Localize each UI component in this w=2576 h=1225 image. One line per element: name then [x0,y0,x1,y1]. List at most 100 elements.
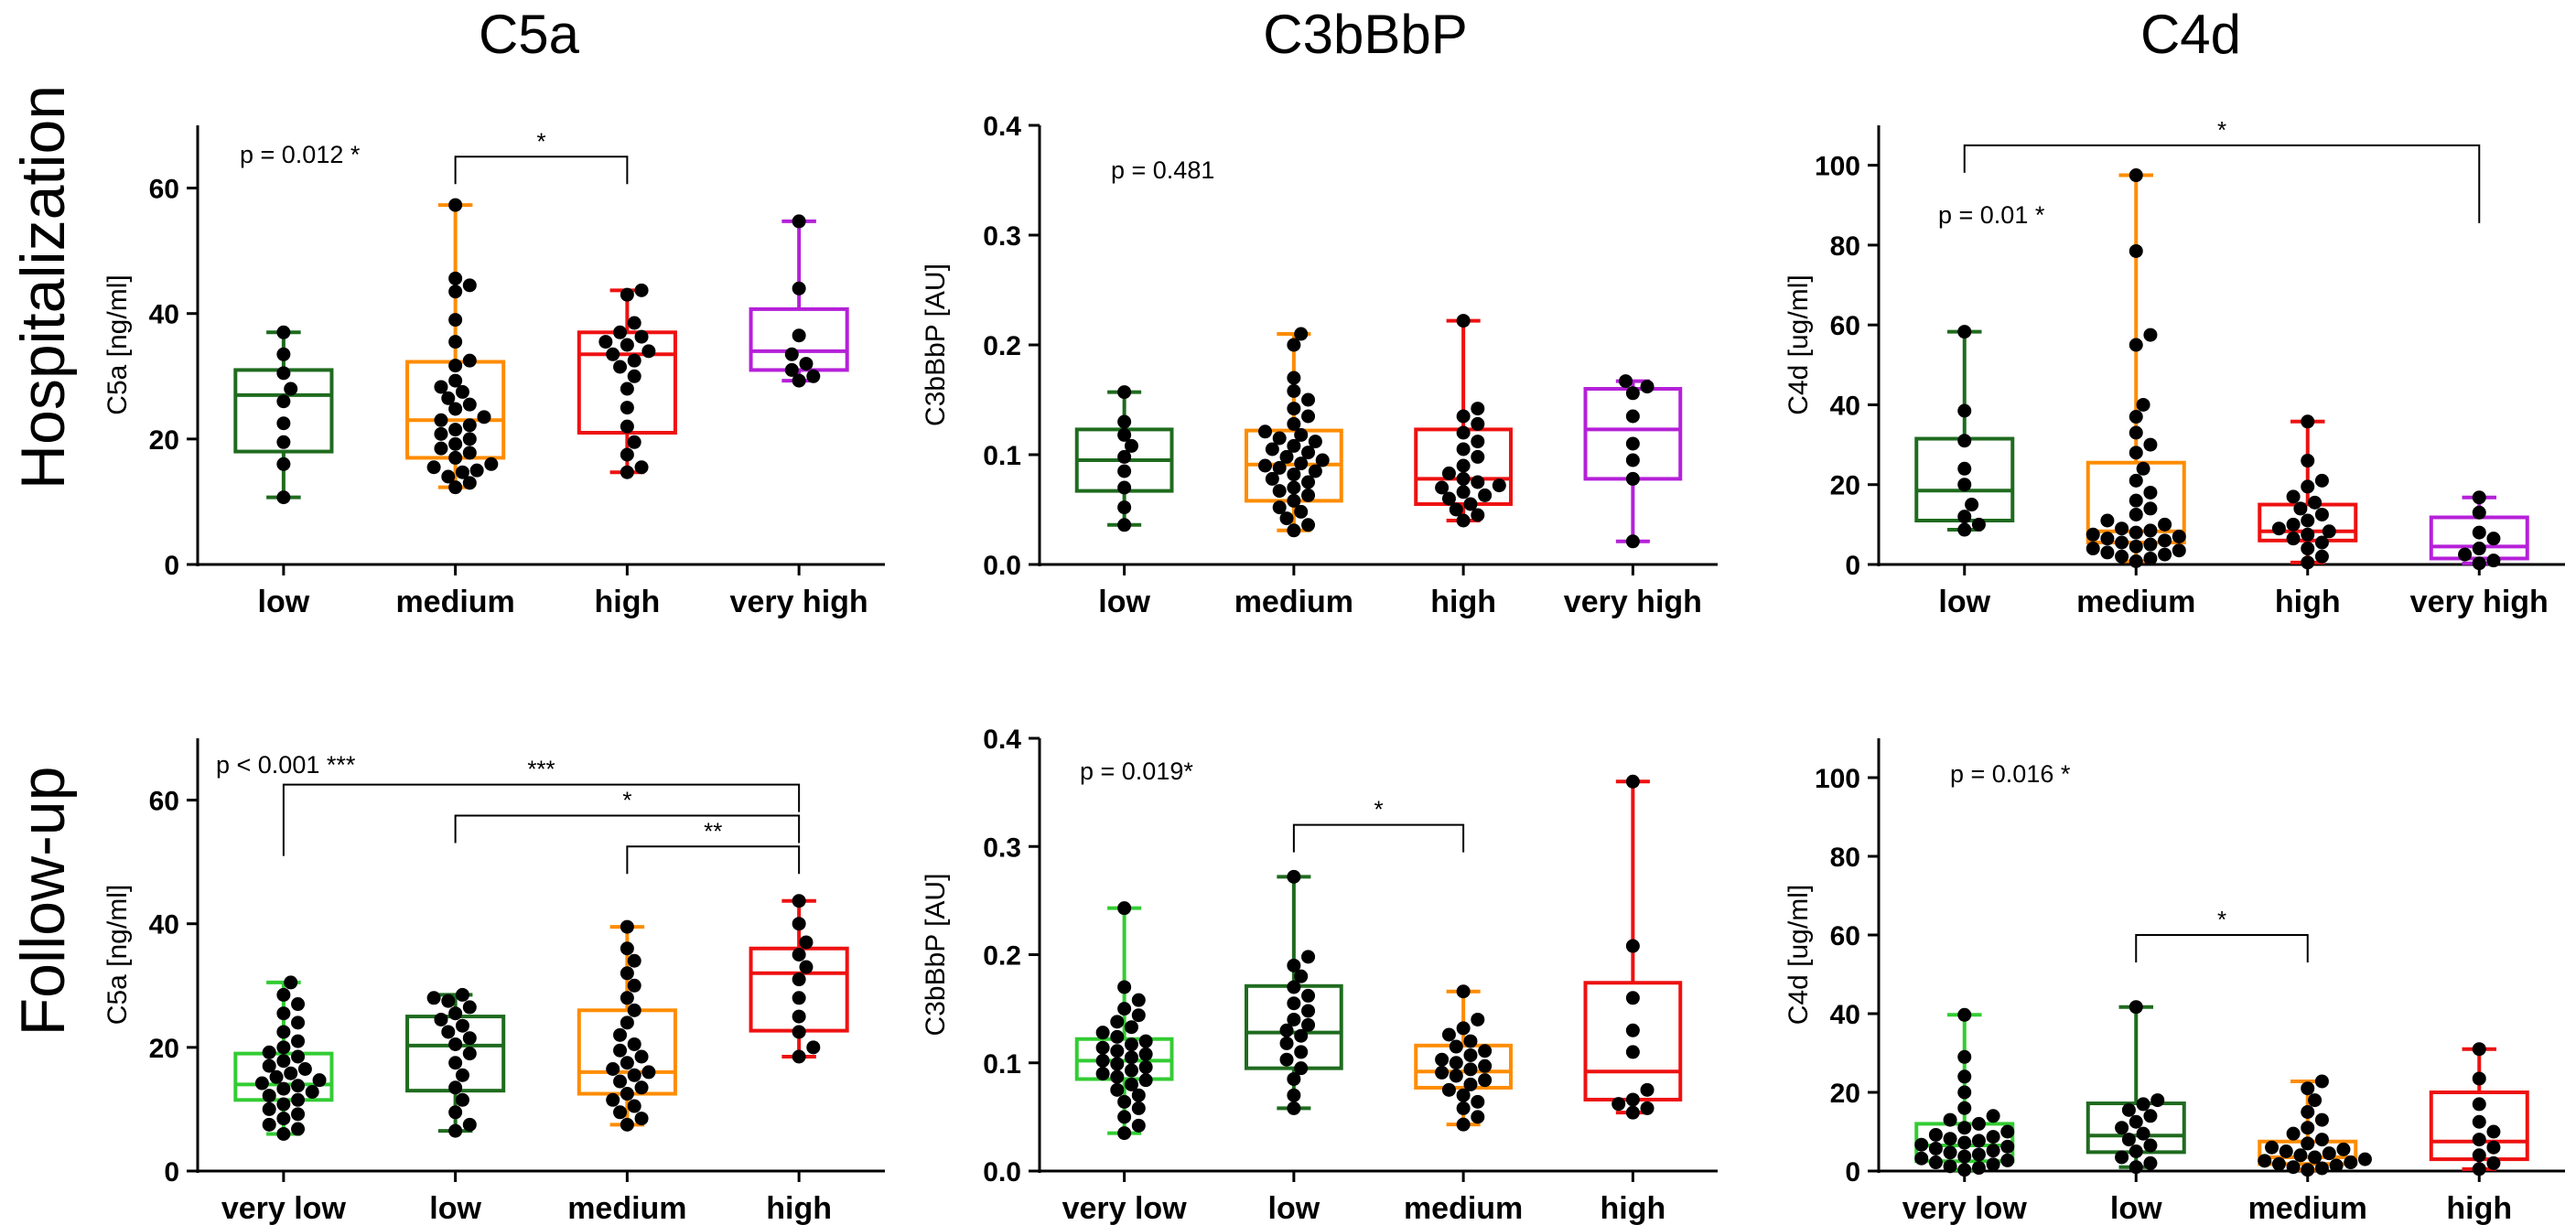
data-point [627,435,641,449]
data-point [2293,501,2308,516]
data-point [2158,533,2172,548]
data-point [455,465,469,479]
data-point [2121,1133,2136,1147]
data-point [1287,493,1301,508]
data-point [1272,431,1287,446]
significance-bracket: * [1292,796,1465,853]
y-axis-label: C4d [ug/ml] [1784,274,1814,414]
data-point [1301,950,1316,964]
data-point [2301,454,2315,468]
data-point [792,1049,806,1064]
x-tick-label: high [2275,585,2341,619]
data-point [1456,471,1471,486]
data-point [799,960,814,974]
box-plot-very-high [749,214,849,388]
data-point [1287,996,1301,1011]
data-point [312,1073,327,1088]
data-point [1640,380,1654,394]
data-point [434,413,448,427]
significance-stars: * [536,127,545,155]
data-point [1478,1073,1493,1088]
data-point [2158,517,2172,532]
data-point [2472,1148,2486,1163]
data-point [305,1085,319,1100]
y-tick-label: 40 [149,300,179,330]
data-point [1463,1048,1478,1062]
data-point [1294,457,1309,471]
data-point [1456,425,1471,440]
y-tick-label: 0 [1845,551,1860,581]
data-point [276,490,291,505]
box-plot-medium [1414,984,1513,1132]
x-tick-label: medium [567,1191,686,1225]
data-point [276,435,291,449]
data-point [2129,507,2143,521]
box-plot-medium [2086,168,2186,569]
data-point [1471,402,1485,416]
data-point [1287,1012,1301,1026]
data-point [284,381,298,396]
data-point [1301,988,1316,1003]
data-point [620,401,634,415]
data-point [1435,480,1450,495]
box-plot-medium [405,198,506,495]
data-point [2472,525,2486,540]
data-point [1471,1012,1485,1026]
x-tick-label: low [429,1191,481,1225]
data-point [792,991,806,1005]
data-point [462,1047,477,1061]
y-axis-label: C4d [ug/ml] [1784,885,1814,1025]
data-point [441,469,456,484]
data-point [434,441,448,456]
data-point [269,1069,284,1084]
data-point [1117,449,1132,464]
data-point [2357,1152,2372,1166]
data-point [1272,460,1287,475]
data-point [620,941,634,956]
data-point [291,1049,306,1064]
data-point [2308,495,2323,510]
data-point [462,1117,477,1132]
data-point [606,1092,620,1107]
data-point [1117,1094,1132,1109]
data-point [606,1062,620,1077]
data-point [1435,1052,1450,1067]
data-point [1463,1077,1478,1091]
data-point [1117,427,1132,442]
data-point [455,1092,469,1107]
data-point [462,1000,477,1015]
data-point [620,287,634,302]
data-point [792,328,806,343]
data-point [2129,338,2143,352]
data-point [606,347,620,361]
data-point [1287,1101,1301,1115]
bracket-line [2135,934,2309,962]
data-point [2279,1144,2293,1158]
y-tick-label: 60 [149,175,179,205]
data-point [613,1105,628,1120]
x-tick-label: medium [395,585,514,619]
x-tick-label: low [258,585,310,619]
significance-bracket: * [454,786,801,844]
data-point [2129,410,2143,424]
data-point [2129,1114,2143,1129]
bracket-line [454,156,629,185]
data-point [276,1081,291,1096]
data-point [262,1101,276,1116]
data-point [1971,1116,1986,1131]
data-point [2472,1071,2486,1086]
data-point [448,285,463,299]
significance-stars: * [622,786,631,813]
data-point [1287,1088,1301,1102]
box-plot-high [749,894,849,1064]
data-point [2308,1093,2323,1108]
data-point [792,281,806,296]
data-point [1131,993,1146,1007]
data-point [1117,464,1132,478]
data-point [1625,1045,1640,1059]
panel-c5a-fu: 0 20 40 60 C5a [ng/ml] very low low medium high p… [102,738,885,1225]
data-point [276,1006,291,1021]
data-point [1449,1039,1463,1054]
data-point [2486,1140,2501,1155]
data-point [2129,1160,2143,1175]
